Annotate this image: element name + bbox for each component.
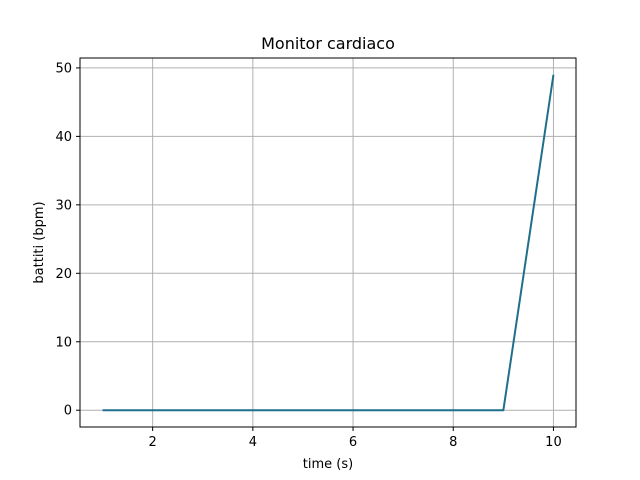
y-tick-label: 50 bbox=[55, 61, 72, 76]
x-tick-label: 10 bbox=[545, 435, 562, 450]
series-line bbox=[102, 74, 555, 412]
x-tick-label: 2 bbox=[149, 435, 157, 450]
x-tick-label: 6 bbox=[349, 435, 357, 450]
grid-lines bbox=[80, 58, 576, 427]
y-axis-label: battiti (bpm) bbox=[32, 201, 47, 283]
series-layer bbox=[102, 74, 555, 412]
y-tick-label: 0 bbox=[64, 404, 72, 419]
x-tick-label: 4 bbox=[249, 435, 257, 450]
x-tick-label: 8 bbox=[449, 435, 457, 450]
ticks: 2 4 6 8 10 0 10 20 30 40 50 bbox=[55, 61, 561, 450]
chart-title: Monitor cardiaco bbox=[261, 34, 395, 53]
y-tick-label: 20 bbox=[55, 267, 72, 282]
x-axis-label: time (s) bbox=[303, 457, 353, 472]
plot-frame bbox=[79, 57, 577, 428]
y-tick-label: 40 bbox=[55, 130, 72, 145]
y-tick-label: 30 bbox=[55, 198, 72, 213]
y-tick-label: 10 bbox=[55, 335, 72, 350]
